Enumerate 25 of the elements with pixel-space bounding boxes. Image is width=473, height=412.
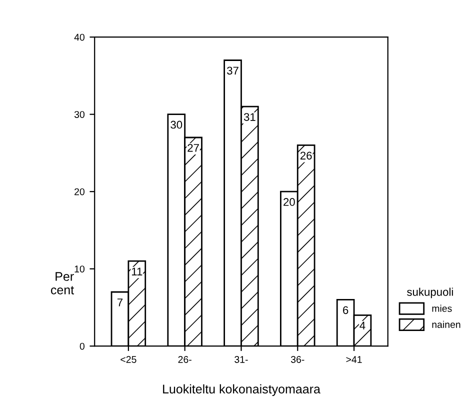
data-label: 27 [188,144,199,152]
y-tick-label: 20 [74,188,84,196]
data-label: 37 [227,66,238,75]
x-tick-label: 31- [234,356,248,363]
x-tick-label: 26- [178,356,192,363]
legend-label: mies [432,304,452,312]
data-label: 26 [300,152,312,160]
data-label: 11 [132,268,142,276]
x-tick-label: 36- [290,356,304,363]
data-label: 31 [244,113,256,121]
x-axis-title: Luokiteltu kokonaistyomaara [163,384,320,396]
y-tick-label: 40 [74,34,84,41]
x-tick-label: >41 [346,356,362,363]
y-tick-label: 30 [74,111,84,118]
data-label: 30 [170,120,182,129]
data-label: 20 [284,198,295,206]
y-tick-label: 10 [74,266,84,272]
legend-label: nainen [432,320,460,328]
y-axis-title: Per cent [50,272,74,294]
data-label: 7 [117,298,123,306]
x-tick-label: <25 [120,356,136,363]
data-label: 6 [343,306,348,314]
y-tick-label: 0 [80,342,84,350]
data-label: 4 [360,322,366,330]
legend-title: sukupuoli [407,288,453,298]
